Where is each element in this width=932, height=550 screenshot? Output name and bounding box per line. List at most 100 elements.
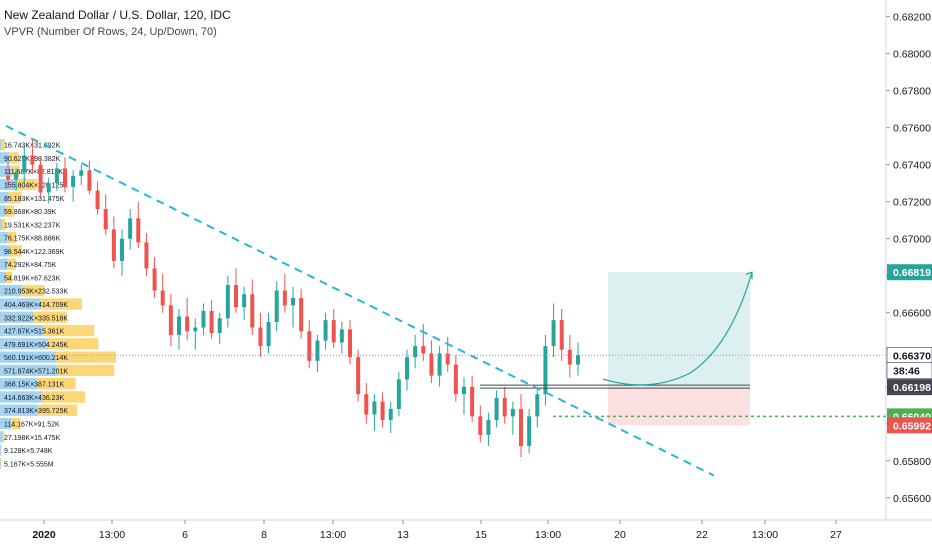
vp-row-label: 368.15K×387.131K: [4, 382, 64, 389]
candle-body: [217, 318, 222, 334]
indicator-label: VPVR (Number Of Rows, 24, Up/Down, 70): [4, 26, 217, 38]
price-label: 0.66198: [893, 382, 931, 394]
vp-bar-up: [0, 192, 9, 204]
time-tick-label: 22: [696, 529, 708, 541]
candle-body: [209, 310, 214, 334]
vp-bar-down: [8, 192, 22, 204]
candle-body: [421, 346, 426, 354]
vp-bar-down: [40, 298, 82, 310]
candle-body: [372, 401, 377, 415]
candle-body: [128, 218, 133, 239]
candle-body: [486, 420, 491, 435]
time-tick-label: 13:00: [99, 529, 125, 541]
price-label: 0.65992: [893, 420, 931, 432]
vp-bar-up: [0, 417, 12, 430]
time-tick-label: 13:00: [320, 529, 346, 541]
candle-body: [258, 327, 263, 347]
chart-title: New Zealand Dollar / U.S. Dollar, 120, I…: [4, 8, 231, 22]
target-zone: [608, 272, 750, 388]
candle-body: [559, 320, 564, 350]
vp-bar-down: [36, 378, 76, 390]
candle-body: [576, 355, 580, 365]
price-label-bg: [886, 362, 932, 379]
vp-bar-up: [0, 285, 22, 297]
candle-body: [193, 327, 198, 332]
candle-body: [453, 364, 458, 395]
vp-row-label: 479.691K×504.245K: [4, 342, 68, 349]
candles: [6, 138, 580, 458]
vp-bar-down: [47, 338, 99, 350]
vp-bar-up: [0, 457, 1, 469]
candle-body: [462, 386, 466, 395]
candle-body: [71, 175, 76, 187]
vp-row-label: 54.819K×67.623K: [4, 275, 61, 282]
vp-bar-up: [0, 258, 8, 270]
candle-body: [30, 155, 35, 165]
candle-body: [405, 357, 409, 380]
vp-bar-up: [0, 311, 34, 323]
candle-body: [307, 331, 312, 361]
candle-body: [510, 408, 515, 417]
candle-body: [136, 218, 141, 243]
candle-body: [152, 268, 157, 291]
candle-body: [177, 316, 181, 335]
vp-bar-up: [0, 139, 2, 151]
candle-body: [250, 294, 255, 328]
vp-bar-down: [7, 231, 17, 244]
time-tick-label: 20: [614, 529, 626, 541]
time-tick-label: 27: [830, 529, 842, 541]
vp-bar-down: [5, 205, 15, 217]
vp-bar-down: [57, 364, 115, 377]
drawings: [0, 124, 886, 477]
vp-row-label: 414.663K×436.23K: [4, 395, 64, 402]
candle-body: [567, 349, 572, 365]
price-axis-bg: [886, 0, 932, 520]
vp-row-label: 98.544K×122.369K: [4, 249, 64, 256]
candle-body: [6, 175, 10, 180]
price-label: 0.66819: [893, 267, 931, 279]
price-tick-label: 0.67000: [893, 234, 931, 246]
position-zones: [608, 272, 750, 426]
candle-body: [478, 416, 483, 435]
candle-body: [160, 290, 165, 306]
candle-body: [299, 297, 304, 332]
time-tick-label: 13:00: [752, 529, 778, 541]
vp-row-label: 85.183K×131.475K: [4, 196, 64, 203]
candle-body: [14, 172, 19, 180]
vp-bar-down: [15, 178, 38, 191]
vp-bar-down: [11, 165, 20, 177]
price-tick-label: 0.66600: [893, 308, 931, 320]
vp-row-label: 74.292K×84.75K: [4, 262, 57, 269]
vp-row-label: 76.175K×88.886K: [4, 236, 61, 243]
candle-body: [103, 209, 108, 230]
vp-bar-down: [0, 457, 2, 469]
candle-body: [429, 353, 434, 376]
stop-zone: [608, 387, 750, 426]
price-tick-label: 0.67400: [893, 160, 931, 172]
candle-body: [120, 238, 124, 261]
vp-bar-up: [0, 271, 6, 284]
candle-body: [348, 329, 352, 358]
price-label-bg: [887, 379, 932, 396]
candle-body: [323, 320, 328, 341]
time-tick-label: 6: [182, 529, 188, 541]
vp-bar-down: [9, 245, 23, 257]
candle-body: [95, 190, 100, 210]
volume-profile: 16.743K×31.392K90.625K×98.382K111.687K×8…: [0, 139, 116, 469]
vp-bar-down: [9, 152, 19, 164]
candle-body: [242, 294, 247, 308]
vp-bar-down: [33, 311, 67, 323]
vp-bar-down: [1, 218, 6, 230]
vp-row-label: 332.922K×335.518K: [4, 315, 68, 322]
candle-body: [87, 170, 92, 191]
vp-row-label: 560.191K×600.214K: [4, 355, 68, 362]
candle-body: [225, 284, 230, 319]
price-tick-label: 0.65600: [893, 493, 931, 505]
vp-bar-down: [7, 258, 16, 270]
projection-curve: [602, 272, 753, 386]
candle-body: [266, 321, 271, 347]
candle-body: [54, 168, 59, 184]
price-tick-label: 0.68000: [893, 49, 931, 61]
